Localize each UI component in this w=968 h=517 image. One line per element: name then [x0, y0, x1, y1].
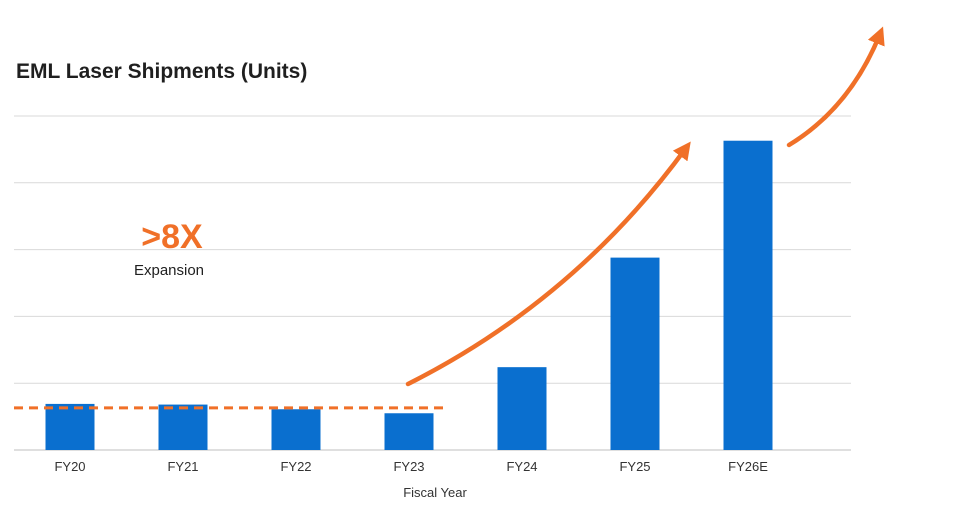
x-tick-label-fy21: FY21 — [167, 459, 198, 474]
x-tick-label-fy24: FY24 — [506, 459, 537, 474]
bars — [45, 140, 773, 450]
x-tick-label-fy22: FY22 — [280, 459, 311, 474]
trend-arrow-1 — [405, 141, 691, 387]
x-tick-labels: FY20 FY21 FY22 FY23 FY24 FY25 FY26E — [54, 459, 768, 474]
x-tick-label-fy26e: FY26E — [728, 459, 768, 474]
annotation-expansion: Expansion — [134, 262, 204, 279]
bar-fy24 — [497, 367, 547, 450]
bar-fy25 — [610, 257, 660, 450]
annotation-multiplier: >8X — [141, 218, 203, 256]
x-tick-label-fy25: FY25 — [619, 459, 650, 474]
bar-fy23 — [384, 413, 434, 450]
bar-fy22 — [271, 409, 321, 450]
trend-arrow-2 — [786, 26, 885, 148]
x-tick-label-fy20: FY20 — [54, 459, 85, 474]
bar-fy20 — [45, 403, 95, 450]
chart-title: EML Laser Shipments (Units) — [16, 60, 308, 83]
bar-fy21 — [158, 404, 208, 450]
x-tick-label-fy23: FY23 — [393, 459, 424, 474]
bar-fy26e — [723, 140, 773, 450]
x-axis-title: Fiscal Year — [403, 485, 467, 500]
